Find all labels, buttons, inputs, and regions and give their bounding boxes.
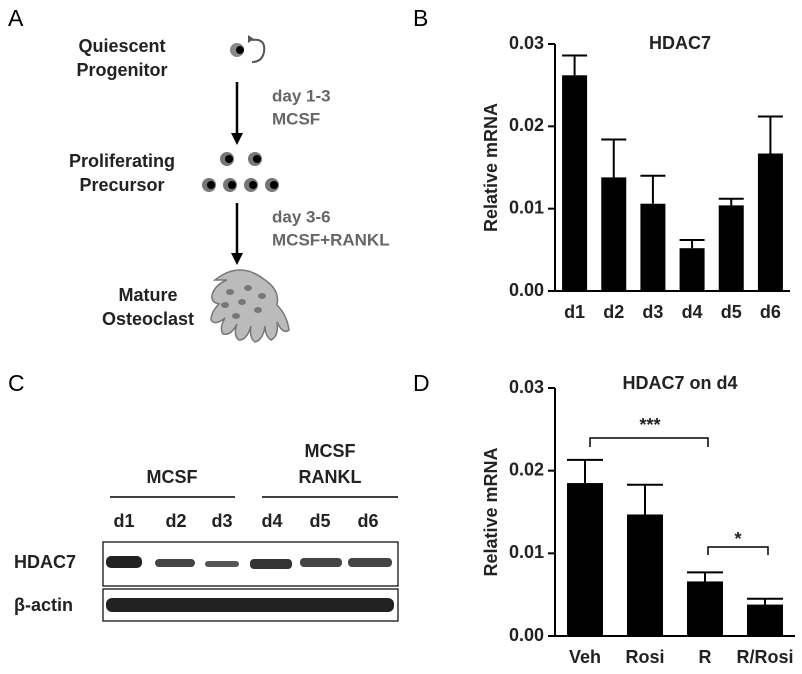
group-label: MCSF: [147, 467, 198, 487]
lane-label: d1: [113, 511, 134, 531]
panel-d-brackets: [589, 437, 769, 555]
annotation: ***: [639, 415, 660, 435]
bar: [562, 75, 588, 291]
stage-label: Quiescent: [78, 36, 165, 56]
y-tick-label: 0.03: [509, 377, 544, 397]
transition-label: day 1-3: [272, 86, 331, 105]
lane-label: d2: [165, 511, 186, 531]
lane-label: d5: [309, 511, 330, 531]
annotation: *: [734, 529, 741, 549]
lane-label: d4: [261, 511, 282, 531]
transition-label: MCSF+RANKL: [272, 230, 390, 249]
y-axis-label: Relative mRNA: [481, 103, 501, 232]
x-tick-label: d5: [721, 302, 742, 322]
x-tick-label: Veh: [569, 647, 601, 667]
stage-label: Proliferating: [69, 151, 175, 171]
y-tick-label: 0.00: [509, 625, 544, 645]
x-tick-label: d3: [642, 302, 663, 322]
bar: [567, 483, 603, 636]
stage-label: Precursor: [79, 175, 164, 195]
panel-label: A: [8, 5, 24, 31]
group-label: RANKL: [299, 467, 362, 487]
y-axis-label: Relative mRNA: [481, 447, 501, 576]
transition-label: MCSF: [272, 109, 320, 128]
panel-a: [202, 35, 290, 343]
bar: [747, 604, 783, 636]
panel-label: C: [8, 370, 25, 396]
osteoclast: [210, 269, 290, 343]
x-tick-label: d1: [564, 302, 585, 322]
x-tick-label: Rosi: [625, 647, 664, 667]
y-tick-label: 0.00: [509, 280, 544, 300]
arrow-head: [231, 253, 243, 265]
group-label: MCSF: [305, 441, 356, 461]
y-tick-label: 0.03: [509, 33, 544, 53]
chart-title: HDAC7 on d4: [622, 373, 737, 393]
y-tick-label: 0.01: [509, 542, 544, 562]
stage-label: Progenitor: [76, 60, 167, 80]
row-label: HDAC7: [14, 552, 76, 572]
x-tick-label: d4: [682, 302, 703, 322]
x-tick-label: d2: [603, 302, 624, 322]
y-tick-label: 0.01: [509, 197, 544, 217]
cells: [202, 152, 279, 192]
panel-label: B: [413, 5, 428, 31]
nucleus: [236, 46, 244, 54]
bands: [106, 556, 394, 612]
bar: [640, 203, 666, 291]
lane-label: d3: [211, 511, 232, 531]
cycle-arrow: [251, 38, 266, 63]
row-label: β-actin: [14, 595, 73, 615]
bar: [601, 177, 627, 291]
x-tick-label: R: [699, 647, 712, 667]
panel-label: D: [413, 370, 430, 396]
x-tick-label: d6: [760, 302, 781, 322]
osteoclast-nuclei: [221, 285, 266, 319]
bar: [718, 205, 744, 291]
stage-label: Osteoclast: [102, 309, 194, 329]
stage-label: Mature: [118, 285, 177, 305]
panel-c: [102, 496, 399, 622]
chart-title: HDAC7: [649, 33, 711, 53]
transition-label: day 3-6: [272, 207, 331, 226]
arrow-head: [231, 133, 243, 145]
x-tick-label: R/Rosi: [736, 647, 793, 667]
bar: [679, 248, 705, 291]
cycle-arrow-head: [248, 35, 254, 43]
bar: [757, 153, 783, 291]
y-tick-label: 0.02: [509, 115, 544, 135]
bar: [687, 581, 723, 636]
lane-label: d6: [357, 511, 378, 531]
y-tick-label: 0.02: [509, 459, 544, 479]
bar: [627, 514, 663, 636]
